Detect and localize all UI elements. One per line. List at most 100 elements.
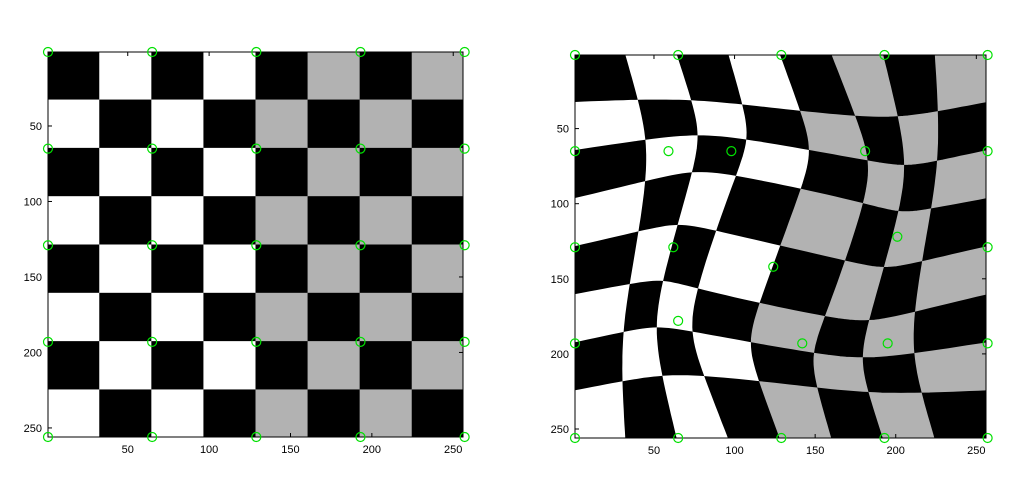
board-cell (411, 196, 463, 246)
board-cell (868, 391, 936, 438)
y-tick-label: 50 (30, 121, 42, 133)
control-point (355, 431, 366, 443)
board-cell (151, 196, 205, 246)
board-cell (411, 99, 463, 149)
board-cell (930, 150, 986, 210)
control-point (251, 336, 262, 347)
board-cell (921, 390, 986, 438)
checkerboard (48, 52, 463, 437)
x-tick-label: 100 (725, 445, 743, 457)
plot-original-checkerboard: 50 100 150 200 250 50 100 150 200 250 (24, 46, 470, 456)
y-tick-label: 200 (24, 347, 42, 359)
board-cell (307, 147, 361, 197)
control-point (459, 46, 470, 58)
x-tick-label: 100 (200, 444, 218, 456)
control-point (251, 143, 262, 154)
control-point (355, 336, 366, 347)
control-point (355, 46, 366, 58)
board-cell (48, 99, 100, 149)
board-cell (151, 147, 205, 197)
board-cell (411, 292, 463, 342)
control-point (147, 143, 158, 154)
control-point (147, 336, 158, 347)
board-cell (151, 99, 205, 149)
control-point (673, 49, 684, 61)
board-cell (656, 280, 699, 333)
y-tick-label: 250 (551, 424, 569, 436)
y-tick-label: 200 (551, 349, 569, 361)
control-point (42, 431, 54, 443)
board-cell (359, 341, 413, 391)
board-cell (813, 316, 871, 359)
x-tick-label: 200 (887, 445, 905, 457)
control-point (892, 231, 903, 242)
control-point (42, 143, 54, 154)
board-cell (359, 147, 413, 197)
control-point (726, 146, 737, 157)
board-cell (48, 341, 100, 391)
board-cell (99, 196, 152, 246)
control-point (42, 46, 54, 58)
board-cell (359, 244, 413, 294)
board-cell (936, 102, 986, 162)
board-cell (151, 52, 205, 101)
board-cell (914, 342, 986, 394)
board-cell (151, 244, 205, 294)
board-cell (255, 341, 309, 391)
board-cell (307, 52, 361, 101)
board-cell (622, 375, 678, 438)
control-point (147, 240, 158, 251)
board-cell (255, 196, 309, 246)
control-point (42, 336, 54, 347)
board-cell (151, 389, 205, 437)
board-cell (914, 246, 986, 313)
control-point (797, 338, 808, 349)
control-point (459, 431, 470, 443)
board-cell (411, 147, 463, 197)
control-point (673, 432, 684, 444)
control-point (569, 49, 581, 61)
board-cell (704, 376, 781, 438)
board-cell (307, 196, 361, 246)
control-point (355, 143, 366, 154)
board-cell (48, 52, 100, 101)
board-cell (48, 244, 100, 294)
y-tick-label: 100 (24, 196, 42, 208)
board-cell (203, 244, 257, 294)
board-cell (48, 292, 100, 342)
board-cell (359, 196, 413, 246)
board-cell (255, 147, 309, 197)
control-point (882, 338, 893, 349)
y-tick-label: 250 (24, 423, 42, 435)
control-point (147, 46, 158, 58)
y-tick-label: 150 (551, 274, 569, 286)
board-cell (48, 389, 100, 437)
board-cell (99, 52, 152, 101)
board-cell (99, 244, 152, 294)
plot-warped-checkerboard: 50 100 150 200 250 50 100 150 200 250 (551, 49, 993, 457)
board-cell (203, 99, 257, 149)
board-cell (862, 352, 923, 394)
control-point (982, 146, 993, 157)
board-cell (99, 389, 152, 437)
board-cell (359, 52, 413, 101)
board-cell (255, 99, 309, 149)
board-cell (637, 99, 699, 141)
board-cell (898, 160, 938, 213)
control-point (42, 240, 54, 251)
board-cell (913, 294, 986, 354)
board-cell (691, 100, 748, 141)
y-tick-label: 50 (557, 124, 569, 136)
control-point (459, 240, 470, 251)
board-cell (99, 292, 152, 342)
board-cell (411, 244, 463, 294)
board-cell (759, 381, 833, 438)
control-point (251, 46, 262, 58)
board-cell (203, 389, 257, 437)
control-point (147, 431, 158, 443)
checkerboard (575, 55, 986, 438)
board-cell (622, 327, 664, 383)
board-cell (307, 244, 361, 294)
control-point (860, 146, 871, 157)
control-point (569, 338, 581, 349)
